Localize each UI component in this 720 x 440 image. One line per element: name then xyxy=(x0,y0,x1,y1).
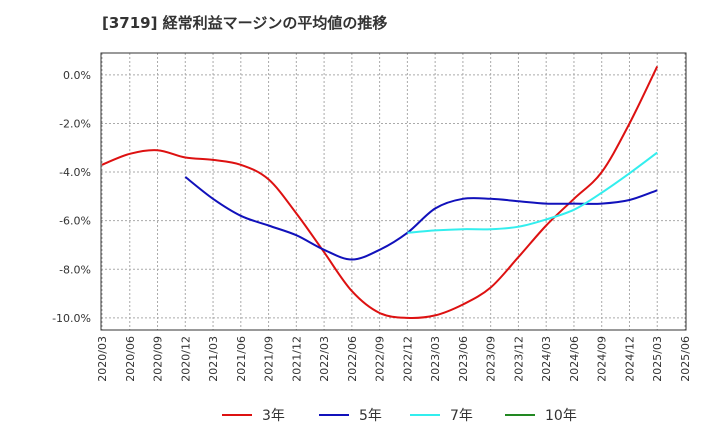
x-tick-label: 2022/03 xyxy=(318,336,331,382)
series-line-1 xyxy=(184,176,658,261)
x-tick-label: 2025/06 xyxy=(679,336,692,382)
x-tick-label: 2021/09 xyxy=(263,336,276,382)
legend-label: 10年 xyxy=(545,408,577,424)
x-tick-label: 2023/03 xyxy=(429,336,442,382)
x-tick-label: 2022/12 xyxy=(401,336,414,382)
x-axis: 2020/03 2020/06 2020/09 2020/12 2021/03 2021/… xyxy=(96,336,692,382)
x-tick-label: 2021/12 xyxy=(290,336,303,382)
x-tick-label: 2024/06 xyxy=(568,336,581,382)
x-tick-label: 2023/06 xyxy=(457,336,470,382)
x-tick-label: 2020/12 xyxy=(179,336,192,382)
series-line-0 xyxy=(101,65,659,319)
legend-label: 3年 xyxy=(262,408,285,424)
plot-area xyxy=(100,52,687,331)
y-tick-label: -10.0% xyxy=(52,312,91,325)
legend: 3年 5年 7年 10年 xyxy=(222,408,577,424)
legend-label: 7年 xyxy=(450,408,473,424)
y-axis: 0.0% -2.0% -4.0% -6.0% -8.0% -10.0% xyxy=(52,69,91,325)
x-tick-label: 2022/06 xyxy=(346,336,359,382)
x-tick-label: 2024/12 xyxy=(623,336,636,382)
y-tick-label: 0.0% xyxy=(63,69,91,82)
series-lines xyxy=(101,65,659,319)
x-tick-label: 2023/12 xyxy=(512,336,525,382)
series-line-2 xyxy=(407,151,658,234)
x-tick-label: 2024/03 xyxy=(540,336,553,382)
y-tick-label: -6.0% xyxy=(59,215,91,228)
x-tick-label: 2022/09 xyxy=(374,336,387,382)
y-tick-label: -8.0% xyxy=(59,263,91,276)
legend-label: 5年 xyxy=(359,408,382,424)
chart-title: [3719] 経常利益マージンの平均値の推移 xyxy=(102,14,388,32)
x-tick-label: 2025/03 xyxy=(651,336,664,382)
x-tick-label: 2021/03 xyxy=(207,336,220,382)
x-tick-label: 2024/09 xyxy=(596,336,609,382)
x-tick-label: 2023/09 xyxy=(485,336,498,382)
x-tick-label: 2021/06 xyxy=(235,336,248,382)
grid-lines xyxy=(101,53,686,330)
y-tick-label: -2.0% xyxy=(59,117,91,130)
x-tick-label: 2020/03 xyxy=(96,336,109,382)
x-tick-label: 2020/09 xyxy=(152,336,165,382)
y-tick-label: -4.0% xyxy=(59,166,91,179)
x-tick-label: 2020/06 xyxy=(124,336,137,382)
